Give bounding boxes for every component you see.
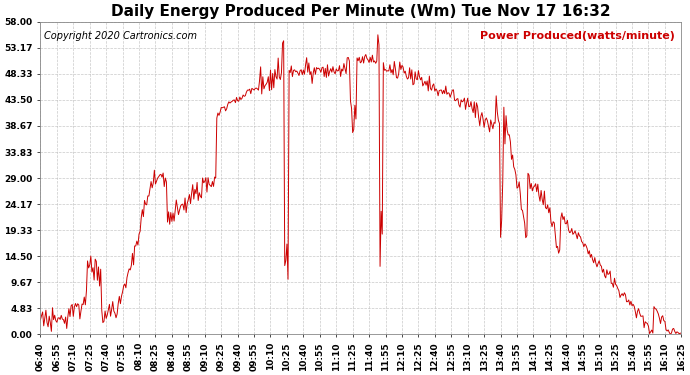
Text: Copyright 2020 Cartronics.com: Copyright 2020 Cartronics.com <box>43 31 197 41</box>
Text: Power Produced(watts/minute): Power Produced(watts/minute) <box>480 31 675 41</box>
Title: Daily Energy Produced Per Minute (Wm) Tue Nov 17 16:32: Daily Energy Produced Per Minute (Wm) Tu… <box>111 4 611 19</box>
